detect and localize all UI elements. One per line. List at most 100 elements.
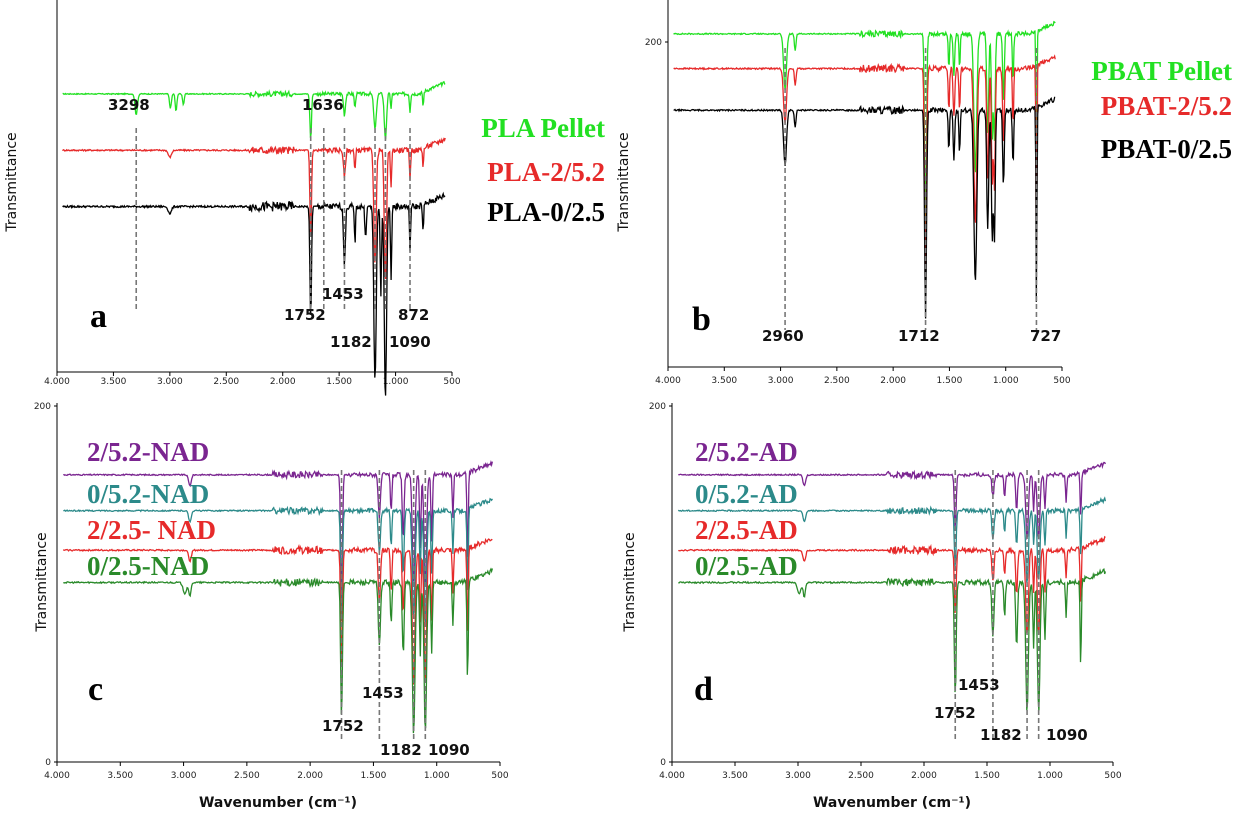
x-tick-label: 4.000 bbox=[44, 771, 70, 781]
panel-label: b bbox=[692, 301, 711, 338]
x-ticks: 4.000 3.500 3.000 2.500 2.000 1.500 1.000 500 20… bbox=[649, 402, 1122, 781]
x-ticks: 4.000 3.500 3.000 2.500 2.000 1.500 1.000 500 20… bbox=[645, 38, 1071, 386]
peak-label: 1182 bbox=[330, 333, 372, 351]
panel-a: Transmittance a 4.000 3.500 3.000 2.500 2.00… bbox=[4, 0, 605, 396]
peak-label: 1636 bbox=[302, 96, 344, 114]
peak-label: 1453 bbox=[322, 285, 364, 303]
x-tick-label: 3.000 bbox=[171, 771, 197, 781]
legend: 2/5.2-NAD 0/5.2-NAD 2/2.5- NAD 0/2.5-NAD bbox=[87, 437, 216, 581]
x-tick-label: 500 bbox=[443, 377, 460, 387]
x-tick-label: 1.000 bbox=[993, 376, 1019, 386]
x-tick-label: 2.500 bbox=[234, 771, 260, 781]
y-tick-label: 0 bbox=[660, 758, 666, 768]
x-tick-label: 1.500 bbox=[326, 377, 352, 387]
peak-label: 1453 bbox=[362, 684, 404, 702]
spectrum-0/5.2-NAD bbox=[63, 497, 493, 624]
x-tick-label: 1.000 bbox=[424, 771, 450, 781]
legend-entry: PBAT Pellet bbox=[1091, 56, 1232, 86]
peak-label: 3298 bbox=[108, 96, 150, 114]
x-tick-label: 2.000 bbox=[880, 376, 906, 386]
spectrum-PBAT Pellet bbox=[673, 20, 1056, 225]
legend-entry: 2/5.2-AD bbox=[695, 437, 798, 467]
legend-entry: 0/2.5-AD bbox=[695, 551, 798, 581]
peak-label: 872 bbox=[398, 306, 429, 324]
y-tick-label: 200 bbox=[645, 38, 662, 48]
x-tick-label: 2.500 bbox=[824, 376, 850, 386]
x-tick-label: 500 bbox=[1104, 771, 1121, 781]
x-tick-label: 1.000 bbox=[1037, 771, 1063, 781]
legend: PBAT Pellet PBAT-2/5.2 PBAT-0/2.5 bbox=[1091, 56, 1232, 164]
peak-markers: 2960 1712 727 bbox=[762, 48, 1061, 345]
peak-label: 1752 bbox=[284, 306, 326, 324]
peak-label: 1453 bbox=[958, 676, 1000, 694]
x-tick-label: 1.500 bbox=[937, 376, 963, 386]
peak-label: 1090 bbox=[389, 333, 431, 351]
peak-label: 1182 bbox=[980, 726, 1022, 744]
panel-d: Transmittance Wavenumber (cm⁻¹) d 4.000 3… bbox=[622, 402, 1122, 811]
y-axis-label: Transmittance bbox=[34, 532, 50, 632]
legend-entry: 0/2.5-NAD bbox=[87, 551, 209, 581]
x-tick-label: 500 bbox=[1053, 376, 1070, 386]
legend-entry: PBAT-2/5.2 bbox=[1101, 91, 1232, 121]
spectrum-0/2.5-AD bbox=[678, 568, 1107, 711]
spectrum-0/5.2-AD bbox=[677, 496, 1107, 583]
legend-entry: PLA-0/2.5 bbox=[487, 197, 605, 227]
spectrum-PLA Pellet bbox=[62, 80, 446, 140]
x-axis-label: Wavenumber (cm⁻¹) bbox=[199, 795, 357, 811]
peak-markers: 3298 1636 1752 1453 1182 1090 872 bbox=[108, 96, 431, 351]
spectrum-PBAT-2/5.2 bbox=[673, 54, 1056, 285]
legend-entry: PLA Pellet bbox=[481, 113, 605, 143]
x-ticks: 4.000 3.500 3.000 2.500 2.000 1.500 1.000 500 bbox=[44, 372, 461, 387]
spectrum-2/2.5- NAD bbox=[62, 537, 493, 685]
peak-label: 1752 bbox=[934, 704, 976, 722]
x-ticks: 4.000 3.500 3.000 2.500 2.000 1.500 1.000 500 20… bbox=[34, 402, 509, 781]
x-tick-label: 3.000 bbox=[157, 377, 183, 387]
legend: PLA Pellet PLA-2/5.2 PLA-0/2.5 bbox=[481, 113, 605, 227]
spectrum-2/5.2-AD bbox=[678, 461, 1106, 541]
x-tick-label: 2.500 bbox=[213, 377, 239, 387]
peak-label: 1182 bbox=[380, 741, 422, 759]
spectrum-PBAT-0/2.5 bbox=[673, 96, 1056, 319]
x-tick-label: 4.000 bbox=[659, 771, 685, 781]
x-tick-label: 3.000 bbox=[785, 771, 811, 781]
spectra bbox=[62, 80, 446, 396]
y-tick-label: 200 bbox=[34, 402, 51, 412]
x-tick-label: 1.500 bbox=[361, 771, 387, 781]
x-tick-label: 3.000 bbox=[768, 376, 794, 386]
peak-label: 1090 bbox=[1046, 726, 1088, 744]
panel-label: a bbox=[90, 298, 107, 335]
y-tick-label: 200 bbox=[649, 402, 666, 412]
peak-label: 727 bbox=[1030, 327, 1061, 345]
spectrum-2/5.2-NAD bbox=[63, 459, 494, 596]
x-tick-label: 2.000 bbox=[911, 771, 937, 781]
legend-entry: 2/5.2-NAD bbox=[87, 437, 209, 467]
legend: 2/5.2-AD 0/5.2-AD 2/2.5-AD 0/2.5-AD bbox=[695, 437, 798, 581]
x-tick-label: 4.000 bbox=[655, 376, 681, 386]
legend-entry: 2/2.5- NAD bbox=[87, 515, 216, 545]
legend-entry: PBAT-0/2.5 bbox=[1101, 134, 1232, 164]
spectrum-0/2.5-NAD bbox=[63, 567, 494, 734]
peak-label: 1712 bbox=[898, 327, 940, 345]
legend-entry: PLA-2/5.2 bbox=[487, 157, 605, 187]
peak-label: 1752 bbox=[322, 717, 364, 735]
x-tick-label: 1.500 bbox=[974, 771, 1000, 781]
peak-markers: 1752 1453 1182 1090 bbox=[934, 470, 1088, 744]
legend-entry: 2/2.5-AD bbox=[695, 515, 798, 545]
y-tick-label: 0 bbox=[45, 758, 51, 768]
x-tick-label: 3.500 bbox=[107, 771, 133, 781]
x-tick-label: 3.500 bbox=[101, 377, 127, 387]
panel-label: c bbox=[88, 671, 103, 708]
panel-c: Transmittance Wavenumber (cm⁻¹) c 4.000 3… bbox=[34, 402, 509, 811]
x-tick-label: 3.500 bbox=[722, 771, 748, 781]
spectrum-PLA-0/2.5 bbox=[62, 191, 446, 396]
x-tick-label: 4.000 bbox=[44, 377, 70, 387]
y-axis-label: Transmittance bbox=[622, 532, 638, 632]
panel-label: d bbox=[694, 671, 713, 708]
spectra bbox=[62, 459, 494, 734]
x-tick-label: 1.000 bbox=[383, 377, 409, 387]
x-tick-label: 2.000 bbox=[270, 377, 296, 387]
spectra bbox=[673, 20, 1056, 319]
x-tick-label: 500 bbox=[491, 771, 508, 781]
x-tick-label: 2.500 bbox=[848, 771, 874, 781]
spectra bbox=[677, 461, 1107, 711]
